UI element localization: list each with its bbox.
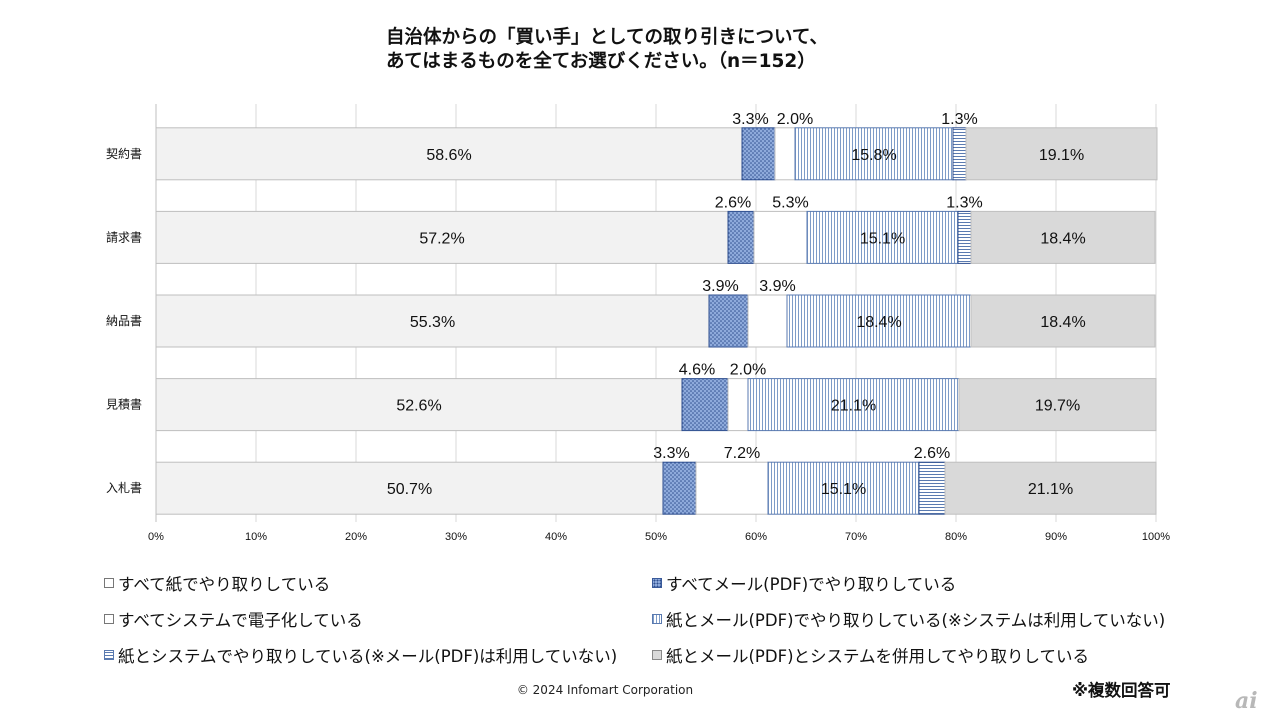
bar-mail bbox=[727, 210, 755, 264]
data-label-all: 19.7% bbox=[1035, 398, 1080, 415]
bar-system bbox=[695, 461, 769, 515]
legend-swatch-paper bbox=[104, 578, 114, 588]
data-label-system: 3.9% bbox=[759, 278, 795, 295]
data-label-paper-system: 1.3% bbox=[941, 111, 977, 128]
data-label-mail: 3.9% bbox=[702, 278, 738, 295]
legend-label-all: 紙とメール(PDF)とシステムを併用してやり取りしている bbox=[666, 647, 1090, 666]
bar-system bbox=[727, 378, 749, 432]
legend-swatch-paper-system bbox=[104, 650, 114, 660]
chart-axis: 0% 10% 20% 30% 40% 50% 60% 70% 80% 90% 100% 契約書請求書納… bbox=[106, 104, 1170, 543]
x-tick-label: 60% bbox=[745, 531, 767, 543]
data-label-paper: 55.3% bbox=[410, 314, 455, 331]
copyright: © 2024 Infomart Corporation bbox=[516, 683, 694, 697]
bar-all bbox=[970, 294, 1156, 348]
legend-item-paper: すべて紙でやり取りしている bbox=[104, 571, 330, 595]
data-label-system: 2.0% bbox=[730, 362, 766, 379]
category-label: 契約書 bbox=[106, 146, 142, 161]
bar-system bbox=[753, 210, 808, 264]
bar-mail bbox=[741, 127, 776, 181]
data-label-all: 19.1% bbox=[1039, 147, 1084, 164]
data-label-all: 21.1% bbox=[1028, 481, 1073, 498]
data-label-system: 5.3% bbox=[772, 194, 808, 211]
logo: ai bbox=[1235, 688, 1258, 714]
bar-paper-mail bbox=[806, 210, 959, 264]
chart-labels: 58.6% 3.3% 2.0% 15.8% 1.3% 19.1% 57.2% 2.6% 5.3%… bbox=[387, 111, 1086, 498]
bar-mail bbox=[681, 378, 729, 432]
bar-paper-mail bbox=[767, 461, 920, 515]
x-tick-label: 30% bbox=[445, 531, 467, 543]
x-tick-label: 10% bbox=[245, 531, 267, 543]
data-label-paper: 57.2% bbox=[419, 230, 464, 247]
category-label: 請求書 bbox=[106, 230, 142, 244]
legend-label-mail: すべてメール(PDF)でやり取りしている bbox=[666, 575, 957, 594]
data-label-paper-mail: 15.1% bbox=[860, 230, 905, 247]
bar-paper-system bbox=[918, 461, 946, 515]
legend-swatch-system bbox=[104, 614, 114, 624]
data-label-paper-mail: 18.4% bbox=[856, 314, 901, 331]
x-tick-label: 20% bbox=[345, 531, 367, 543]
bar-all bbox=[965, 127, 1158, 181]
data-label-paper-system: 2.6% bbox=[914, 445, 950, 462]
x-tick-label: 50% bbox=[645, 531, 667, 543]
data-label-all: 18.4% bbox=[1040, 314, 1085, 331]
category-label: 納品書 bbox=[106, 314, 142, 328]
bar-paper-mail bbox=[747, 378, 960, 432]
chart-title-line-1: 自治体からの「買い手」としての取り引きについて、 bbox=[386, 27, 828, 48]
legend-swatch-paper-mail bbox=[652, 614, 662, 624]
bar-paper-mail bbox=[794, 127, 954, 181]
chart-title: 自治体からの「買い手」としての取り引きについて、 あてはまるものを全てお選びくだ… bbox=[386, 26, 828, 74]
data-label-mail: 4.6% bbox=[679, 362, 715, 379]
x-tick-label: 70% bbox=[845, 531, 867, 543]
data-label-paper-system: 1.3% bbox=[946, 194, 982, 211]
legend-item-system: すべてシステムで電子化している bbox=[104, 607, 363, 631]
legend-item-mail: すべてメール(PDF)でやり取りしている bbox=[652, 571, 956, 595]
legend-swatch-mail bbox=[652, 578, 662, 588]
bar-all bbox=[970, 210, 1156, 264]
data-label-system: 2.0% bbox=[777, 111, 813, 128]
chart-bars bbox=[155, 127, 1158, 515]
legend-item-paper-system: 紙とシステムでやり取りしている(※メール(PDF)は利用していない) bbox=[104, 643, 617, 667]
legend-item-paper-mail: 紙とメール(PDF)でやり取りしている(※システムは利用していない) bbox=[652, 607, 1165, 631]
data-label-paper: 58.6% bbox=[426, 147, 471, 164]
x-tick-label: 100% bbox=[1142, 531, 1170, 543]
data-label-mail: 3.3% bbox=[653, 445, 689, 462]
data-label-mail: 3.3% bbox=[732, 111, 768, 128]
data-label-paper-mail: 15.8% bbox=[851, 147, 896, 164]
chart-title-line-2: あてはまるものを全てお選びください。（n＝152） bbox=[386, 51, 816, 72]
data-label-paper: 52.6% bbox=[396, 398, 441, 415]
legend-label-paper-mail: 紙とメール(PDF)でやり取りしている(※システムは利用していない) bbox=[666, 611, 1166, 630]
data-label-paper-mail: 21.1% bbox=[831, 398, 876, 415]
bar-mail bbox=[708, 294, 749, 348]
bar-paper bbox=[155, 294, 710, 348]
bar-paper bbox=[155, 461, 664, 515]
data-label-all: 18.4% bbox=[1040, 230, 1085, 247]
multiple-answers-note: ※複数回答可 bbox=[1072, 681, 1171, 700]
bar-all bbox=[958, 378, 1157, 432]
x-tick-label: 0% bbox=[148, 531, 164, 543]
bar-paper-mail bbox=[786, 294, 972, 348]
bar-all bbox=[944, 461, 1157, 515]
data-label-mail: 2.6% bbox=[715, 194, 751, 211]
bar-system bbox=[774, 127, 796, 181]
data-label-paper-mail: 15.1% bbox=[821, 481, 866, 498]
legend-swatch-all bbox=[652, 650, 662, 660]
bar-paper-system bbox=[957, 210, 972, 264]
x-tick-label: 80% bbox=[945, 531, 967, 543]
x-tick-label: 90% bbox=[1045, 531, 1067, 543]
legend-item-all: 紙とメール(PDF)とシステムを併用してやり取りしている bbox=[652, 643, 1089, 667]
data-label-paper: 50.7% bbox=[387, 481, 432, 498]
bar-paper-system bbox=[952, 127, 967, 181]
category-label: 見積書 bbox=[106, 397, 142, 412]
category-label: 入札書 bbox=[106, 481, 142, 495]
bar-system bbox=[747, 294, 788, 348]
bar-mail bbox=[662, 461, 697, 515]
legend-label-paper-system: 紙とシステムでやり取りしている(※メール(PDF)は利用していない) bbox=[118, 647, 618, 666]
x-tick-label: 40% bbox=[545, 531, 567, 543]
legend-label-system: すべてシステムで電子化している bbox=[118, 611, 363, 630]
data-label-system: 7.2% bbox=[724, 445, 760, 462]
legend-label-paper: すべて紙でやり取りしている bbox=[118, 575, 331, 594]
